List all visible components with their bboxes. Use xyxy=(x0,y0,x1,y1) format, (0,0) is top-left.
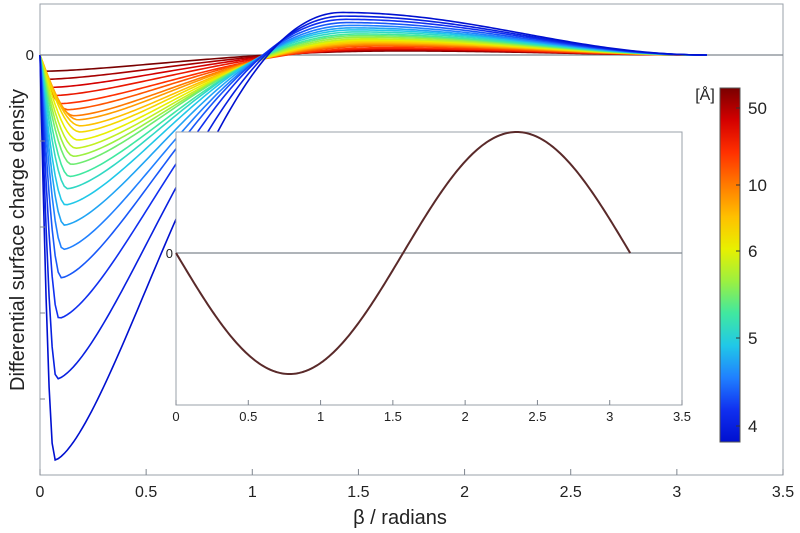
main-x-tick-label-4: 2 xyxy=(460,484,469,501)
inset-x-tick-label-0: 0 xyxy=(172,409,179,424)
main-x-tick-label-5: 2.5 xyxy=(560,484,582,501)
inset-curve xyxy=(175,130,632,376)
colorbar-label-4: 4 xyxy=(748,417,757,436)
inset-x-tick-label-1: 0.5 xyxy=(239,409,257,424)
colorbar-label-3: 5 xyxy=(748,329,757,348)
colorbar-label-2: 6 xyxy=(748,242,757,261)
inset-x-tick-label-3: 1.5 xyxy=(384,409,402,424)
main-y-ticks xyxy=(40,54,45,400)
inset-x-tick-label-2: 1 xyxy=(317,409,324,424)
inset-frame xyxy=(175,131,683,406)
x-axis-label: β / radians xyxy=(353,507,447,529)
inset-x-ticks: 0 0.5 1 1.5 2 2.5 3 3.5 xyxy=(172,400,691,424)
main-x-tick-label-3: 1.5 xyxy=(347,484,369,501)
main-x-tick-label-2: 1 xyxy=(248,484,257,501)
inset-y-zero-label: 0 xyxy=(166,246,173,261)
colorbar xyxy=(719,87,741,443)
series-line-6 xyxy=(39,45,707,111)
main-x-tick-label-6: 3 xyxy=(672,484,681,501)
main-x-tick-label-1: 0.5 xyxy=(135,484,157,501)
y-axis-label: Differential surface charge density xyxy=(7,89,29,391)
colorbar-label-1: 10 xyxy=(748,176,767,195)
main-curves xyxy=(39,11,707,462)
colorbar-label-0: 50 xyxy=(748,99,767,118)
main-x-tick-label-7: 3.5 xyxy=(772,484,794,501)
inset-x-tick-label-4: 2 xyxy=(462,409,469,424)
main-x-tick-label-0: 0 xyxy=(36,484,45,501)
colorbar-labels: 50 10 6 5 4 xyxy=(736,99,767,436)
inset-x-tick-label-6: 3 xyxy=(606,409,613,424)
series-line-23 xyxy=(39,11,707,462)
inset-x-tick-label-5: 2.5 xyxy=(528,409,546,424)
inset-x-tick-label-7: 3.5 xyxy=(673,409,691,424)
main-x-ticks: 0 0.5 1 1.5 2 2.5 3 3.5 xyxy=(36,469,794,501)
main-y-zero-label: 0 xyxy=(26,47,34,64)
colorbar-title: [Å] xyxy=(695,85,715,104)
main-plot-frame xyxy=(39,3,784,476)
colorbar-gradient xyxy=(719,87,741,443)
